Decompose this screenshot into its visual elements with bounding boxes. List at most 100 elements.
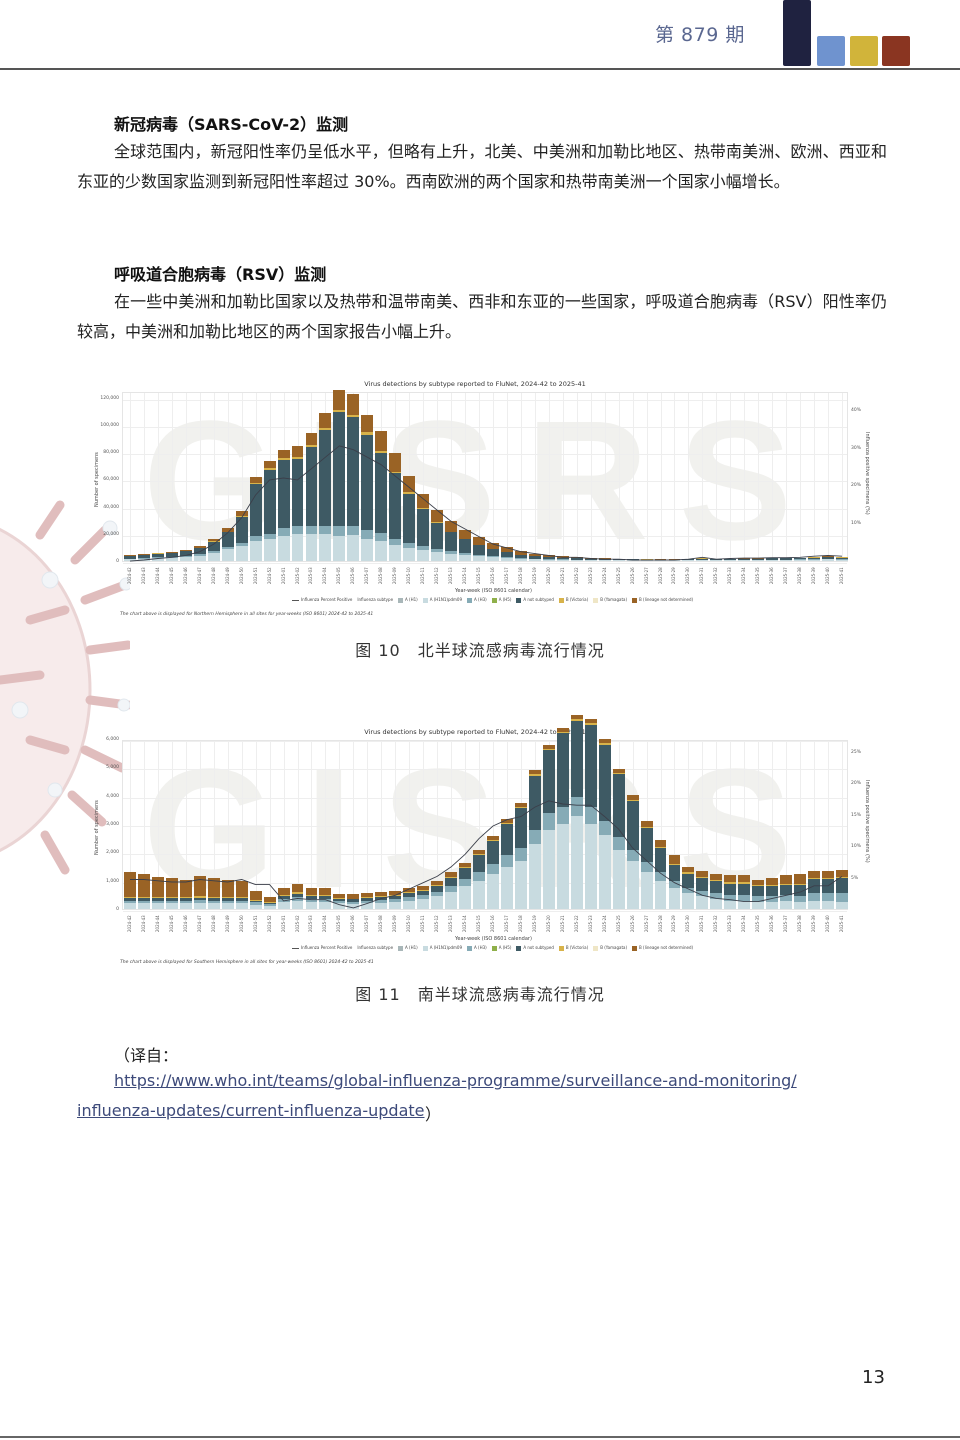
bar-segment <box>263 460 276 469</box>
bar-segment <box>361 538 374 561</box>
bar-segment <box>263 897 276 902</box>
grid-line <box>123 427 847 428</box>
grid-line <box>185 741 187 909</box>
bar-segment <box>542 829 555 909</box>
source-link-line2[interactable]: influenza-updates/current-influenza-upda… <box>77 1101 425 1120</box>
bar-segment <box>445 532 458 551</box>
bar-segment <box>137 896 150 899</box>
bar-segment <box>738 894 751 901</box>
grid-line <box>255 741 257 909</box>
header-color-block <box>783 0 811 66</box>
chart-footnote: The chart above is displayed for Norther… <box>120 612 374 617</box>
chart-southern-hemisphere: Virus detections by subtype reported to … <box>90 714 870 971</box>
grid-line <box>123 826 847 827</box>
bar-segment <box>808 559 821 561</box>
x-tick-label: 2025-21 <box>559 915 565 932</box>
bar-segment <box>417 895 430 900</box>
legend-item: A (H1N1)pdm09 <box>422 597 462 603</box>
bar-segment <box>459 862 472 867</box>
stacked-bar <box>514 803 527 909</box>
bar-segment <box>179 898 192 901</box>
bar-segment <box>361 434 374 530</box>
bar-segment <box>151 552 164 554</box>
grid-line <box>800 741 802 909</box>
x-tick-label: 2025-18 <box>517 567 523 584</box>
bar-segment <box>626 794 639 801</box>
bar-segment <box>431 892 444 897</box>
y-tick-label: 80,000 <box>103 450 119 456</box>
x-tick-label: 2024-43 <box>140 567 146 584</box>
stacked-bar <box>235 880 248 909</box>
bar-segment <box>179 879 192 897</box>
bar-segment <box>305 525 318 535</box>
grid-line <box>437 741 439 909</box>
bar-segment <box>221 903 234 909</box>
bar-segment <box>780 558 793 560</box>
x-tick-label: 2025-19 <box>531 915 537 932</box>
bar-segment <box>696 890 709 897</box>
bar-segment <box>263 533 276 540</box>
bar-segment <box>417 507 430 510</box>
source-link-line1[interactable]: https://www.who.int/teams/global-influen… <box>114 1071 797 1090</box>
x-tick-label: 2025-04 <box>322 567 328 584</box>
bar-segment <box>514 848 527 861</box>
bar-segment <box>291 883 304 893</box>
bar-segment <box>668 560 681 561</box>
legend-item: B (Yamagata) <box>593 597 627 603</box>
bar-segment <box>263 903 276 906</box>
bar-segment <box>556 727 569 732</box>
x-tick-label: 2025-03 <box>308 567 314 584</box>
stacked-bar <box>207 878 220 909</box>
stacked-bar <box>165 878 178 909</box>
chart-title: Virus detections by subtype reported to … <box>364 728 586 736</box>
bar-segment <box>445 553 458 561</box>
bar-segment <box>584 719 597 724</box>
stacked-bar <box>528 553 541 561</box>
bar-segment <box>696 896 709 909</box>
bar-segment <box>794 884 807 897</box>
grid-line <box>479 393 481 561</box>
bar-segment <box>431 522 444 549</box>
bar-segment <box>151 903 164 909</box>
grid-line <box>123 535 847 537</box>
y-tick-label: 5,000 <box>106 765 119 771</box>
bar-segment <box>165 552 178 557</box>
x-tick-label: 2025-15 <box>476 567 482 584</box>
bar-segment <box>528 774 541 776</box>
bar-segment <box>654 839 667 847</box>
bar-segment <box>570 815 583 909</box>
bar-segment <box>710 879 723 881</box>
bar-segment <box>473 545 485 555</box>
stacked-bar <box>626 794 639 909</box>
bar-segment <box>305 896 318 900</box>
bar-segment <box>780 894 793 901</box>
grid-line <box>674 741 676 909</box>
bar-segment <box>570 559 583 561</box>
bar-segment <box>305 895 318 897</box>
legend-label: B (Yamagata) <box>600 945 628 950</box>
bar-segment <box>696 876 709 878</box>
bar-segment <box>347 898 360 900</box>
bar-segment <box>249 540 262 561</box>
stacked-bar <box>752 879 765 909</box>
grid-line <box>213 393 215 561</box>
bar-segment <box>626 849 639 861</box>
bar-segment <box>235 542 248 547</box>
bar-segment <box>542 555 555 558</box>
y2-tick-label: 40% <box>851 407 862 413</box>
bar-segment <box>487 863 499 874</box>
bar-segment <box>151 557 164 559</box>
bar-segment <box>682 873 695 888</box>
bar-segment <box>277 458 290 461</box>
bar-segment <box>249 891 262 900</box>
grid-line <box>506 393 508 561</box>
bar-segment <box>333 409 346 413</box>
bar-segment <box>836 877 848 894</box>
x-tick-label: 2025-12 <box>434 915 440 932</box>
legend-label: Influenza Percent Positive <box>301 945 353 951</box>
stacked-bar <box>347 894 360 909</box>
x-tick-label: 2025-33 <box>727 567 733 584</box>
bar-segment <box>361 414 374 433</box>
x-tick-label: 2024-50 <box>238 567 244 584</box>
stacked-bar <box>780 875 793 909</box>
